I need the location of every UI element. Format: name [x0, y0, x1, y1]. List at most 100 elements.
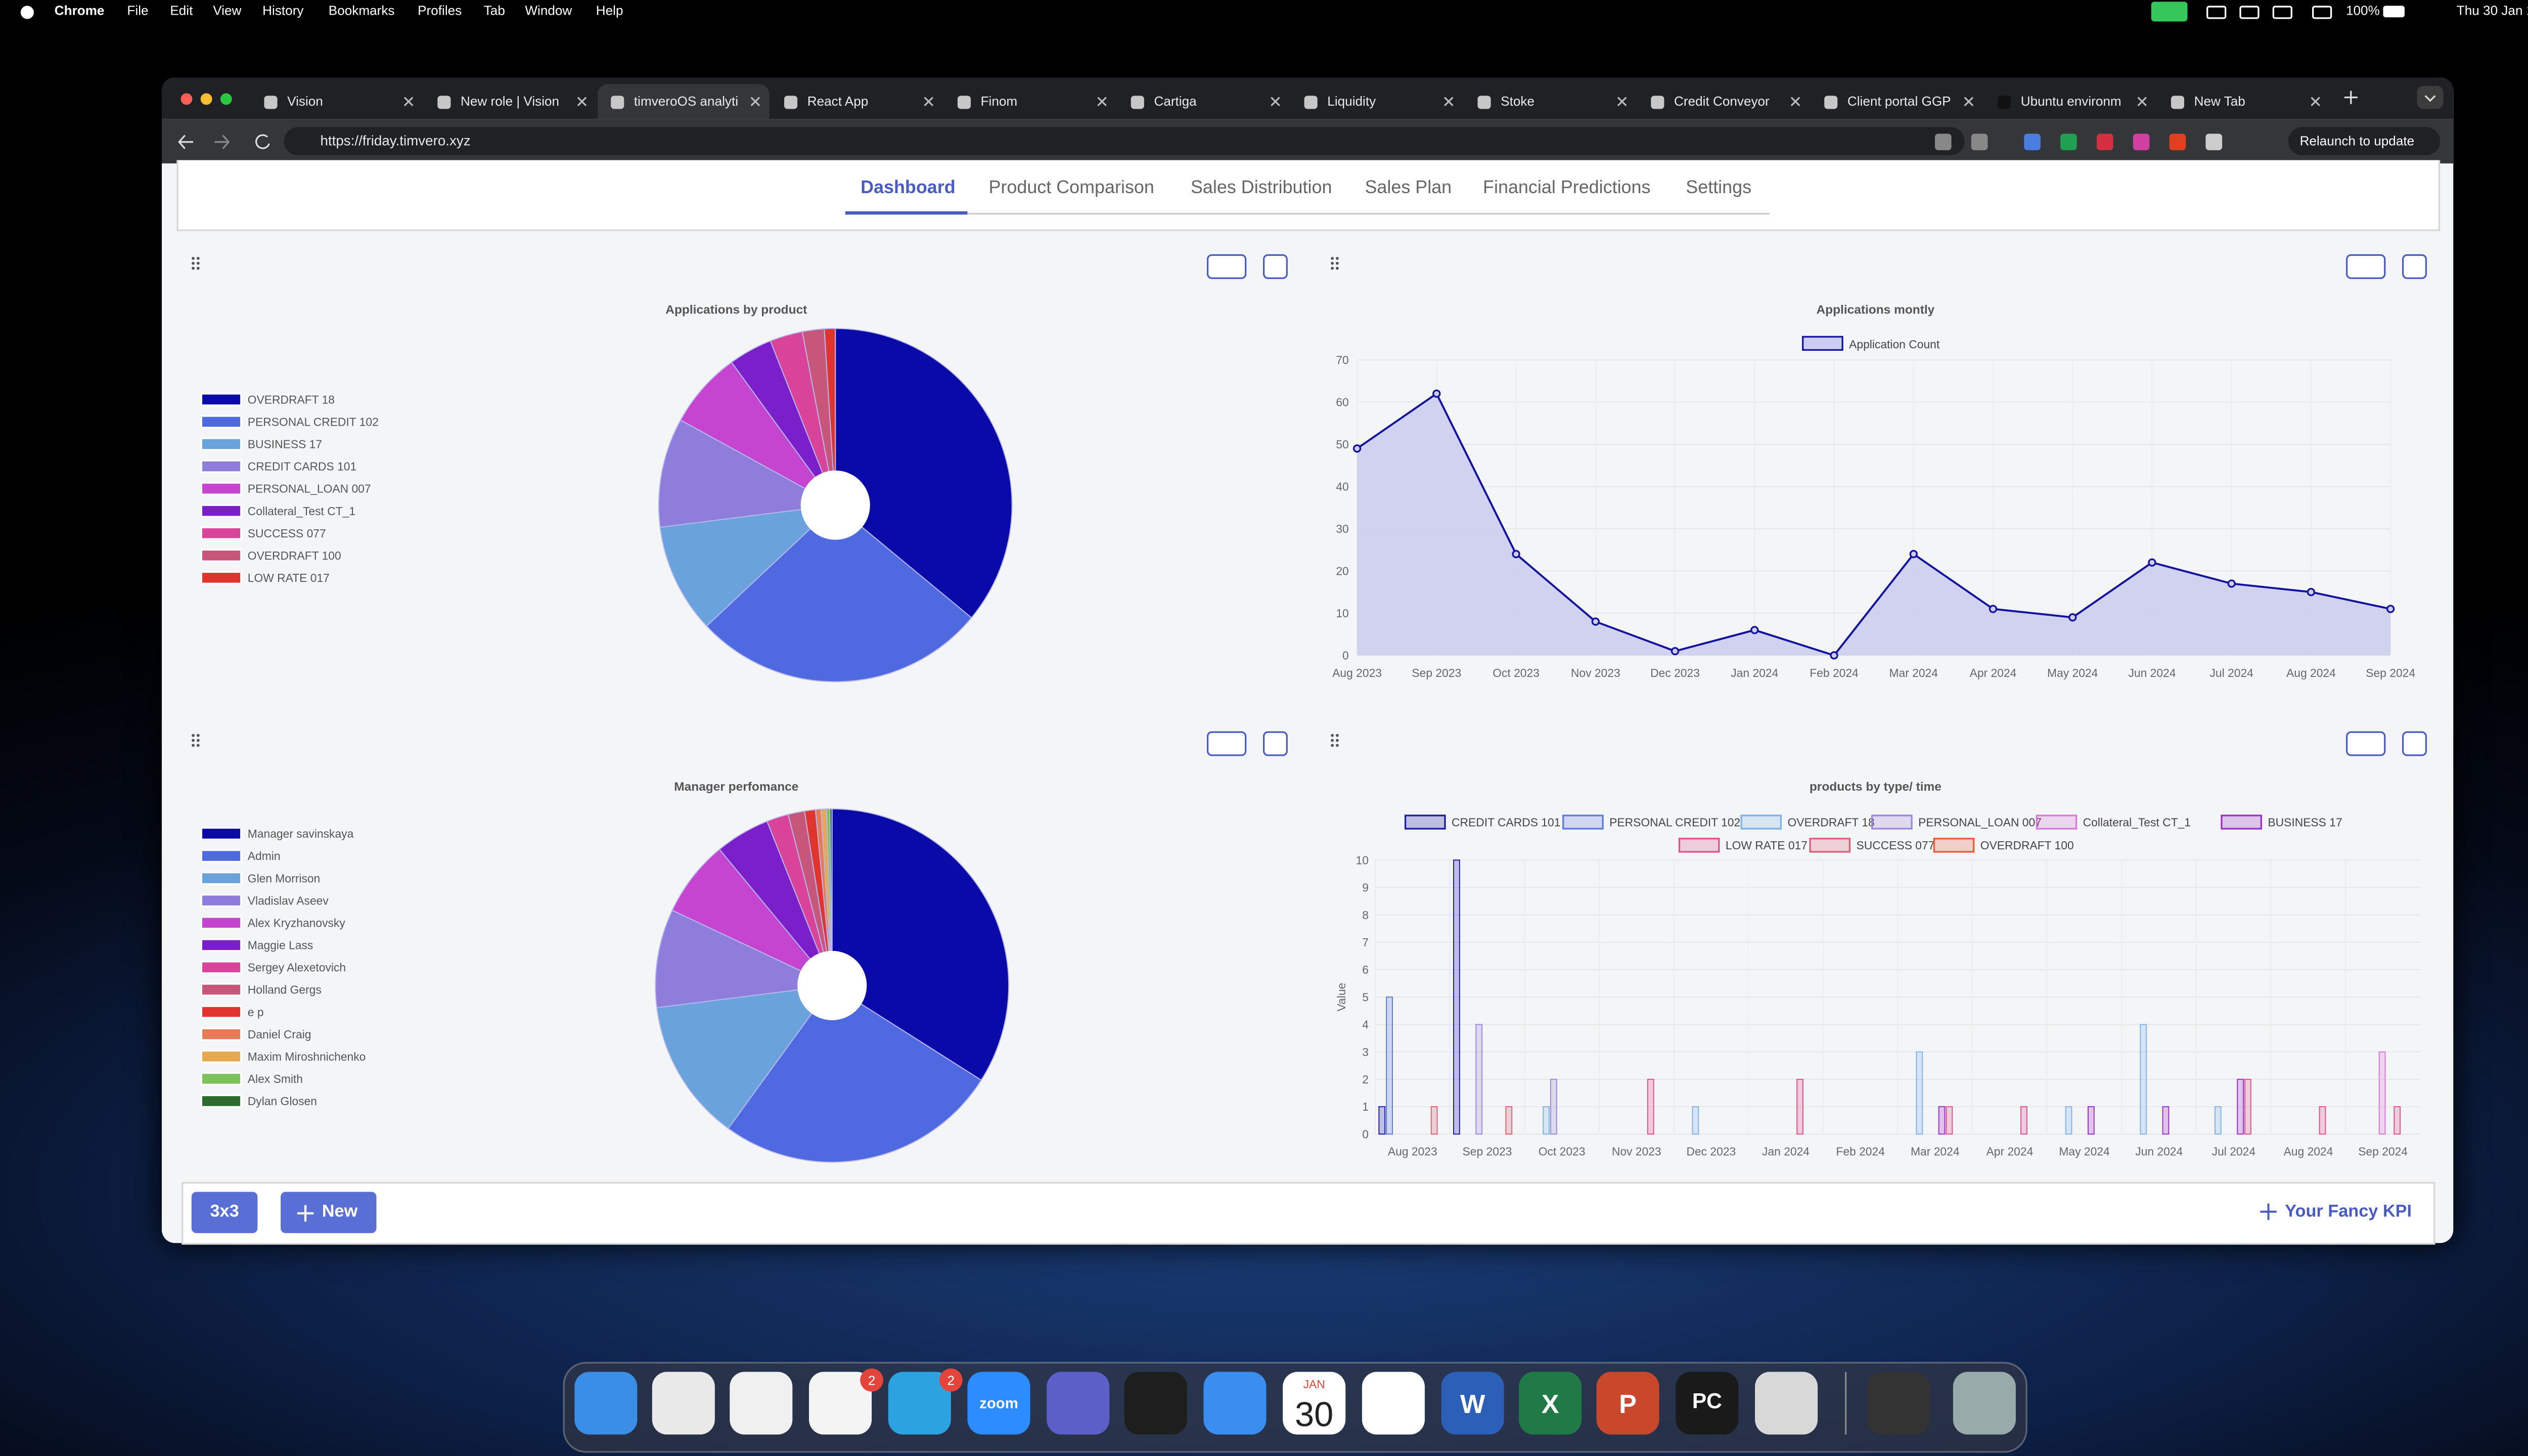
x-tick-label: Sep 2024 [2358, 1145, 2408, 1158]
extension-icon [2133, 133, 2150, 151]
favicon [611, 96, 624, 109]
drag-handle [192, 734, 200, 747]
tab-title: Liquidity [1327, 94, 1376, 109]
tab-title: Client portal GGP [1847, 94, 1951, 109]
url-bar[interactable]: https://friday.timvero.xyz [284, 127, 1965, 155]
menu-item[interactable]: History [262, 3, 304, 18]
relaunch-button[interactable]: Relaunch to update [2288, 127, 2441, 155]
menu-item[interactable]: Tab [483, 3, 505, 18]
window-controls [180, 93, 232, 105]
bar [1796, 1078, 1803, 1135]
nav-tab[interactable]: Financial Predictions [1483, 178, 1651, 198]
y-tick-label: 8 [1362, 908, 1369, 922]
status-icon [2312, 6, 2332, 19]
legend-label: CREDIT CARDS 101 [248, 460, 356, 473]
y-tick-label: 30 [1336, 522, 1348, 535]
point [1352, 444, 1362, 453]
browser-tab[interactable]: Stoke [1464, 84, 1636, 119]
browser-tab[interactable]: React App [771, 84, 943, 119]
delete-button[interactable] [2402, 731, 2427, 756]
browser-tab[interactable]: Liquidity [1291, 84, 1463, 119]
favicon [957, 96, 971, 109]
browser-tab[interactable]: New Tab [2158, 84, 2330, 119]
y-tick-label: 20 [1336, 564, 1348, 577]
status-icon [2206, 6, 2227, 19]
new-button[interactable]: New [281, 1192, 377, 1234]
browser-window: Vision New role | Vision timveroOS analyti… [162, 77, 2454, 1243]
y-tick-label: 10 [1336, 607, 1348, 620]
legend-swatch [200, 1072, 242, 1085]
tab-title: Credit Conveyor [1674, 94, 1770, 109]
legend-label: Application Count [1849, 338, 1940, 351]
nav-tab[interactable]: Sales Distribution [1190, 178, 1332, 198]
dot [1335, 261, 1339, 265]
menu-item[interactable]: View [213, 3, 242, 18]
browser-tab[interactable]: Client portal GGP [1811, 84, 1983, 119]
legend-swatch [200, 983, 242, 996]
battery [2383, 6, 2405, 18]
menu-item[interactable]: Help [596, 3, 623, 18]
window-control [220, 93, 232, 105]
browser-tab[interactable]: Vision [251, 84, 423, 119]
drag-handle [1331, 257, 1339, 270]
nav-tab[interactable]: Product Comparison [988, 178, 1154, 198]
legend-label: OVERDRAFT 18 [248, 393, 335, 406]
nav-tab[interactable]: Dashboard [861, 178, 956, 198]
kpi-button[interactable]: Your Fancy KPI [2255, 1199, 2420, 1228]
bar [1505, 1106, 1513, 1135]
status-icon [2239, 6, 2260, 19]
legend-swatch [200, 549, 242, 562]
dot [1331, 739, 1334, 742]
icon-label: PC [1692, 1389, 1722, 1413]
browser-tab[interactable]: Finom [944, 84, 1116, 119]
menu-item[interactable]: Bookmarks [328, 3, 395, 18]
expand-button[interactable] [2346, 254, 2386, 279]
dot [192, 734, 195, 737]
browser-tab[interactable]: timveroOS analyti [598, 84, 770, 119]
icon-label: zoom [979, 1395, 1018, 1412]
delete-button[interactable] [2402, 254, 2427, 279]
x-tick-label: Jan 2024 [1762, 1145, 1810, 1158]
browser-tab[interactable]: Ubuntu environm [1984, 84, 2156, 119]
menu-item[interactable]: File [127, 3, 149, 18]
menu-item[interactable]: Edit [170, 3, 193, 18]
chart-title: Applications montly [1816, 303, 1934, 316]
browser-tab[interactable]: Credit Conveyor [1638, 84, 1810, 119]
new-label: New [322, 1202, 358, 1222]
window-control [200, 93, 212, 105]
tab-close [2311, 97, 2320, 107]
nav-tab[interactable]: Sales Plan [1365, 178, 1452, 198]
nav-tab[interactable]: Settings [1686, 178, 1752, 198]
bar [2214, 1106, 2222, 1135]
app-icon [967, 1372, 1030, 1435]
browser-tab[interactable]: Cartiga [1118, 84, 1290, 119]
status-icons [2151, 2, 2332, 22]
y-tick-label: 50 [1336, 438, 1348, 451]
y-tick-label: 60 [1336, 395, 1348, 408]
x-tick-label: Jul 2024 [2210, 666, 2254, 679]
battery-percent: 100% [2346, 3, 2380, 18]
x-tick-label: Jul 2024 [2212, 1145, 2256, 1158]
menu-item[interactable]: Profiles [418, 3, 462, 18]
close-icon [2311, 97, 2320, 107]
bar [1938, 1106, 1946, 1135]
layout-button[interactable]: 3x3 [191, 1192, 258, 1234]
app-icon [1953, 1372, 2016, 1435]
point [2386, 605, 2395, 613]
expand-button[interactable] [2346, 731, 2386, 756]
expand-button[interactable] [1206, 731, 1247, 756]
close-icon [2137, 97, 2147, 107]
legend-label: LOW RATE 017 [1726, 839, 1808, 852]
delete-button[interactable] [1262, 731, 1288, 756]
browser-tab[interactable]: New role | Vision [424, 84, 596, 119]
menu-item[interactable]: Window [525, 3, 572, 18]
tab-title: React App [807, 94, 869, 109]
dot [1331, 734, 1334, 737]
tab-icon [1477, 96, 1491, 109]
expand-button[interactable] [1206, 254, 1247, 279]
legend-label: PERSONAL CREDIT 102 [248, 415, 379, 428]
tab-title: Vision [287, 94, 323, 109]
delete-button[interactable] [1262, 254, 1288, 279]
y-tick-label: 7 [1362, 936, 1369, 949]
